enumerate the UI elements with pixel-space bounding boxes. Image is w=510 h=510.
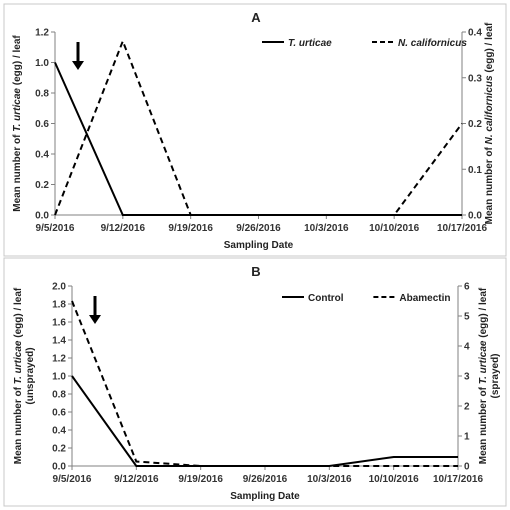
panel-b-y-right-tick-label: 6 <box>464 282 470 293</box>
panel-a-x-tick-label: 9/19/2016 <box>168 223 213 234</box>
panel-b-x-tick-label: 10/17/2016 <box>433 474 483 485</box>
panel-b-y-right-tick-label: 2 <box>464 402 470 413</box>
panel-b-y-left-tick-label: 0.6 <box>52 408 66 419</box>
panel-b-y-right-tick-label: 5 <box>464 312 470 323</box>
panel-b-y-right-tick-label: 0 <box>464 462 470 473</box>
panel-b-legend-label-abamectin: Abamectin <box>399 293 450 304</box>
panel-a-series-line-n-californicus <box>54 38 463 216</box>
panel-b-label: B <box>251 264 260 279</box>
panel-b-y-left-tick-label: 1.8 <box>52 300 66 311</box>
panel-b-series-line-abamectin <box>71 300 458 467</box>
panel-a-x-axis-title: Sampling Date <box>224 240 294 251</box>
panel-a-x-tick-label: 10/3/2016 <box>304 223 349 234</box>
panel-a-y-right-tick-label: 0.4 <box>468 28 482 39</box>
panel-b-y-right-tick-label: 3 <box>464 372 470 383</box>
panel-b-x-tick-label: 9/5/2016 <box>53 474 92 485</box>
panel-b-legend-label-control: Control <box>308 293 344 304</box>
panel-b-x-tick-label: 9/26/2016 <box>243 474 288 485</box>
panel-a-y-right-tick-label: 0.3 <box>468 73 482 84</box>
panel-b-y-left-tick-label: 1.2 <box>52 354 66 365</box>
panel-b-y-right-axis-title-line2: (sprayed) <box>490 353 501 398</box>
panel-a-y-left-tick-label: 0.6 <box>35 119 49 130</box>
panel-b-y-right-axis-title: Mean number of T. urticae (egg) / leaf <box>478 287 489 464</box>
panel-b-y-right-tick-label: 4 <box>464 342 470 353</box>
panel-b-x-axis-title: Sampling Date <box>230 491 300 502</box>
panel-a-y-left-tick-label: 0.4 <box>35 150 49 161</box>
panel-b-frame <box>3 257 507 507</box>
panel-b-plot: 0.0 0.2 0.4 0.6 0.8 1.0 1.2 1.4 1.6 1.8 2.0 0 1 2 3 4 5 6… <box>13 282 501 503</box>
panel-b-y-left-tick-label: 1.4 <box>52 336 66 347</box>
panel-a-x-tick-label: 10/10/2016 <box>369 223 419 234</box>
panel-a-y-right-tick-label: 0.0 <box>468 211 482 222</box>
panel-b-x-tick-label: 10/10/2016 <box>369 474 419 485</box>
panel-b-y-left-tick-label: 0.4 <box>52 426 66 437</box>
panel-b-y-left-tick-label: 0.8 <box>52 390 66 401</box>
panel-a-arrow-head <box>72 61 84 70</box>
panel-b-y-right-tick-label: 1 <box>464 432 470 443</box>
panel-b-x-tick-label: 9/12/2016 <box>114 474 159 485</box>
panel-a-x-tick-label: 9/12/2016 <box>101 223 146 234</box>
panel-a-y-right-tick-label: 0.1 <box>468 165 482 176</box>
panel-a-plot: 0.0 0.2 0.4 0.6 0.8 1.0 1.2 0.0 0.1 0.2 0.3 0.4 9/5/… <box>12 22 495 251</box>
panel-b-y-left-tick-label: 0.2 <box>52 444 66 455</box>
panel-a-y-right-tick-label: 0.2 <box>468 119 482 130</box>
panel-a-y-left-tick-label: 0.8 <box>35 89 49 100</box>
panel-a-legend-label-n-californicus: N. californicus <box>398 38 467 49</box>
panel-a-y-left-axis-title: Mean number of T. urticae (egg) / leaf <box>12 35 23 212</box>
panel-b-y-left-tick-label: 0.0 <box>52 462 66 473</box>
panel-a-label: A <box>251 10 261 25</box>
panel-b-y-left-tick-label: 1.6 <box>52 318 66 329</box>
panel-a-x-tick-label: 10/17/2016 <box>437 223 487 234</box>
panel-b: B 0.0 0.2 0.4 0.6 0.8 1.0 1.2 1.4 1.6 1.8 2.0 0 1 2 3 4… <box>3 257 507 507</box>
panel-a-x-tick-label: 9/5/2016 <box>36 223 75 234</box>
panel-a-x-tick-label: 9/26/2016 <box>236 223 281 234</box>
panel-b-x-tick-label: 10/3/2016 <box>307 474 352 485</box>
panel-b-x-tick-label: 9/19/2016 <box>178 474 223 485</box>
panel-a-y-left-tick-label: 0.0 <box>35 211 49 222</box>
panel-b-y-left-tick-label: 1.0 <box>52 372 66 383</box>
panel-a-y-left-tick-label: 0.2 <box>35 180 49 191</box>
panel-b-y-left-tick-label: 2.0 <box>52 282 66 293</box>
panel-a-y-left-tick-label: 1.0 <box>35 58 49 69</box>
panel-b-arrow-head <box>89 315 101 324</box>
panel-b-y-left-axis-title-line2: (unsprayed) <box>25 347 36 404</box>
panel-b-y-left-axis-title: Mean number of T. urticae (egg) / leaf <box>13 287 24 464</box>
panel-a: A 0.0 0.2 0.4 0.6 0.8 1.0 1.2 0.0 0.1 0.2 0.3 0.4 9/… <box>3 3 507 257</box>
panel-a-y-left-tick-label: 1.2 <box>35 28 49 39</box>
panel-a-legend-label-t-urticae: T. urticae <box>288 38 332 49</box>
panel-a-y-right-axis-title: Mean number of N. californicus (egg) / l… <box>484 22 495 224</box>
